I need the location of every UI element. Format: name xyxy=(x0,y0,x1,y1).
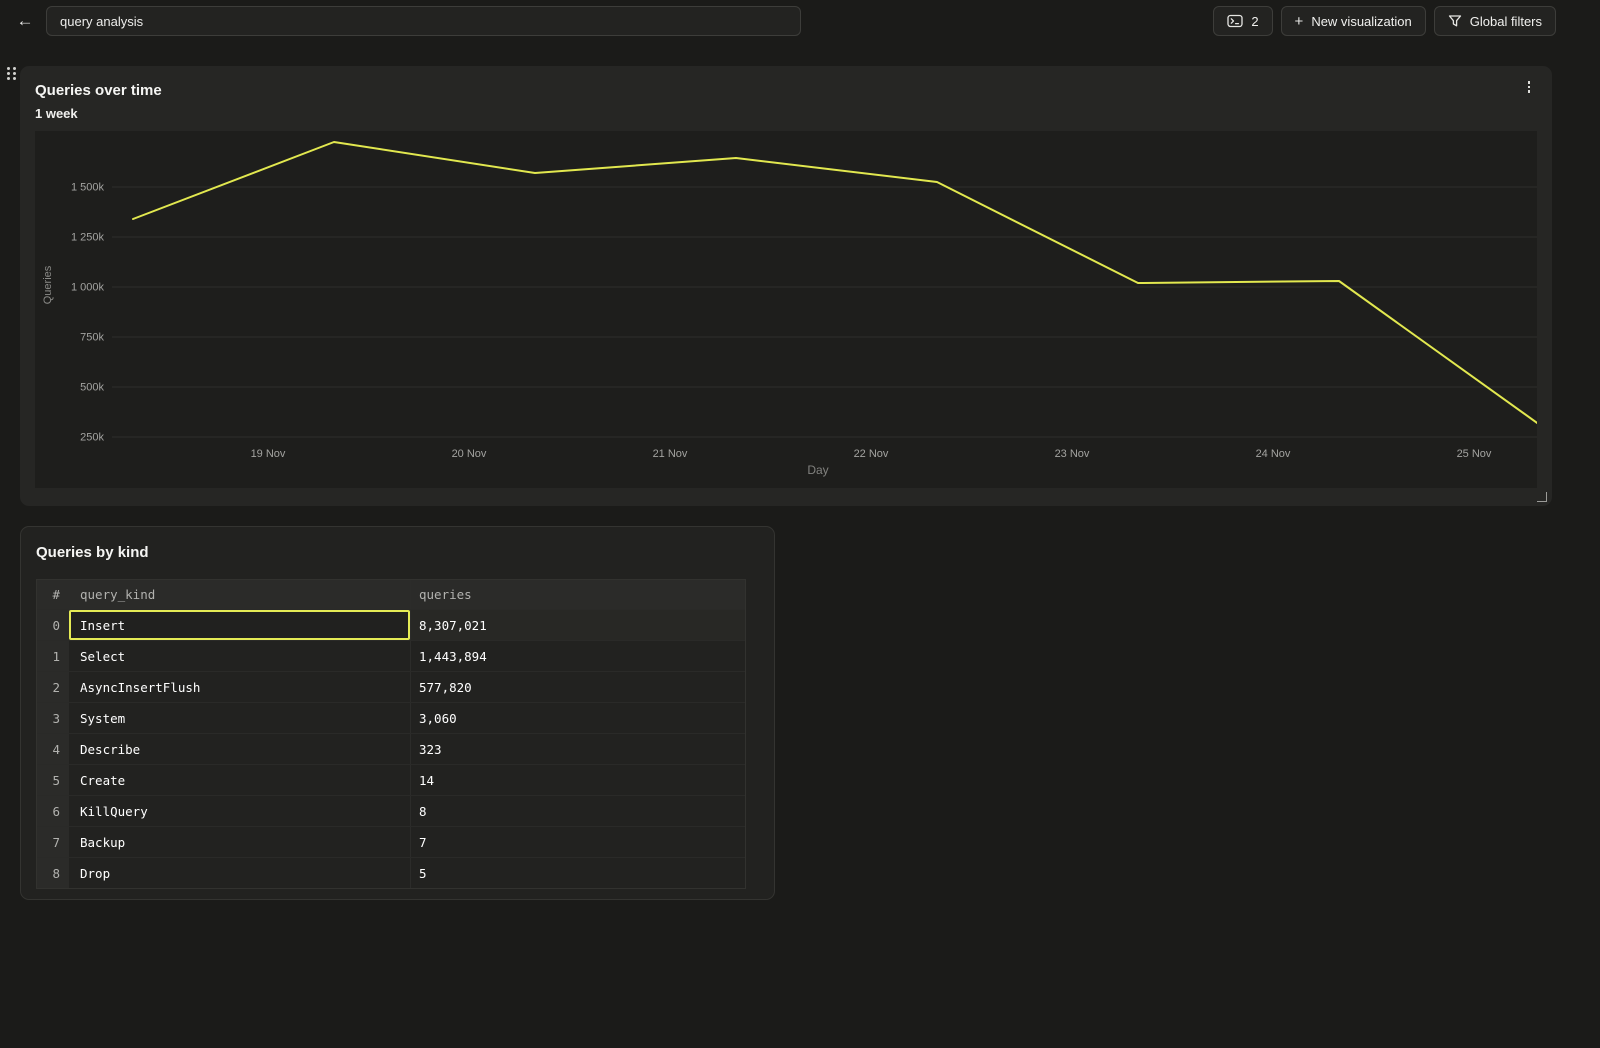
kebab-icon xyxy=(1527,81,1531,84)
new-visualization-button[interactable]: + New visualization xyxy=(1280,6,1426,36)
svg-text:Queries: Queries xyxy=(42,265,54,304)
svg-text:1 500k: 1 500k xyxy=(71,182,105,194)
topbar: ← 2 + New visualization Global filters xyxy=(0,0,1600,42)
table-row: 1 Select 1,443,894 xyxy=(37,640,745,671)
row-index-cell: 2 xyxy=(37,672,69,702)
svg-text:500k: 500k xyxy=(80,382,104,394)
svg-text:750k: 750k xyxy=(80,332,104,344)
table-row: 0 Insert 8,307,021 xyxy=(37,609,745,640)
row-index-cell: 1 xyxy=(37,641,69,671)
global-filters-label: Global filters xyxy=(1469,13,1542,29)
queries-cell[interactable]: 7 xyxy=(410,827,745,857)
drag-handle-icon[interactable] xyxy=(7,67,16,80)
visualizations-count-label: 2 xyxy=(1251,13,1259,29)
queries-cell[interactable]: 577,820 xyxy=(410,672,745,702)
svg-text:21 Nov: 21 Nov xyxy=(653,448,688,460)
svg-text:22 Nov: 22 Nov xyxy=(854,448,889,460)
query-kind-cell[interactable]: Backup xyxy=(80,834,126,850)
query-kind-cell[interactable]: Select xyxy=(80,648,126,664)
svg-text:23 Nov: 23 Nov xyxy=(1055,448,1090,460)
filter-funnel-icon xyxy=(1448,15,1461,27)
query-kind-cell[interactable]: Create xyxy=(80,772,126,788)
console-window-icon xyxy=(1227,14,1243,28)
table-panel-title: Queries by kind xyxy=(36,544,149,561)
table-row: 7 Backup 7 xyxy=(37,826,745,857)
table-header-row: # query_kind queries xyxy=(37,580,745,609)
visualizations-count-button[interactable]: 2 xyxy=(1213,6,1273,36)
row-index-cell: 6 xyxy=(37,796,69,826)
query-kind-cell[interactable]: Insert xyxy=(69,610,410,640)
row-index-cell: 8 xyxy=(37,858,69,888)
query-kind-cell[interactable]: Drop xyxy=(80,865,111,881)
queries-over-time-panel: Queries over time 1 week 1 500k 1 250k 1 0… xyxy=(20,66,1552,506)
svg-text:25 Nov: 25 Nov xyxy=(1457,448,1492,460)
query-kind-cell[interactable]: KillQuery xyxy=(80,803,148,819)
table-row: 3 System 3,060 xyxy=(37,702,745,733)
resize-handle[interactable] xyxy=(1537,492,1547,502)
svg-text:19 Nov: 19 Nov xyxy=(251,448,286,460)
svg-text:1 250k: 1 250k xyxy=(71,232,105,244)
table-body: 0 Insert 8,307,021 1 Select 1,443,894 2 AsyncIn… xyxy=(37,609,745,888)
chart-panel-subtitle: 1 week xyxy=(35,106,78,121)
back-arrow-icon: ← xyxy=(16,11,34,30)
svg-text:24 Nov: 24 Nov xyxy=(1256,448,1291,460)
chart-canvas[interactable]: 1 500k 1 250k 1 000k 750k 500k 250k Queries 19 … xyxy=(35,131,1537,488)
table-row: 4 Describe 323 xyxy=(37,733,745,764)
query-kind-cell[interactable]: AsyncInsertFlush xyxy=(80,679,201,695)
queries-cell[interactable]: 5 xyxy=(410,858,745,888)
table-row: 8 Drop 5 xyxy=(37,857,745,888)
row-index-cell: 3 xyxy=(37,703,69,733)
svg-text:1 000k: 1 000k xyxy=(71,282,105,294)
svg-text:20 Nov: 20 Nov xyxy=(452,448,487,460)
column-header-index[interactable]: # xyxy=(37,580,69,609)
panel-menu-button[interactable] xyxy=(1522,78,1536,96)
plus-icon: + xyxy=(1294,12,1304,30)
row-index-cell: 4 xyxy=(37,734,69,764)
svg-text:Day: Day xyxy=(807,463,828,477)
row-index-cell: 5 xyxy=(37,765,69,795)
queries-by-kind-table: # query_kind queries 0 Insert 8,307,021 1 Se… xyxy=(36,579,746,889)
new-visualization-label: New visualization xyxy=(1311,13,1412,29)
queries-by-kind-panel: Queries by kind # query_kind queries 0 In… xyxy=(20,526,775,900)
dashboard-title-input[interactable] xyxy=(46,6,801,36)
table-row: 5 Create 14 xyxy=(37,764,745,795)
queries-cell[interactable]: 14 xyxy=(410,765,745,795)
row-index-cell: 0 xyxy=(37,610,69,640)
queries-cell[interactable]: 1,443,894 xyxy=(410,641,745,671)
svg-text:250k: 250k xyxy=(80,432,104,444)
chart-plot-area: 1 500k 1 250k 1 000k 750k 500k 250k Queries 19 … xyxy=(35,131,1537,488)
query-kind-cell[interactable]: Describe xyxy=(80,741,141,757)
column-header-queries[interactable]: queries xyxy=(410,580,745,609)
global-filters-button[interactable]: Global filters xyxy=(1433,6,1556,36)
row-index-cell: 7 xyxy=(37,827,69,857)
queries-cell[interactable]: 8,307,021 xyxy=(410,610,745,640)
table-row: 2 AsyncInsertFlush 577,820 xyxy=(37,671,745,702)
table-row: 6 KillQuery 8 xyxy=(37,795,745,826)
queries-cell[interactable]: 323 xyxy=(410,734,745,764)
column-header-query-kind[interactable]: query_kind xyxy=(80,587,156,602)
back-button[interactable]: ← xyxy=(12,6,38,36)
queries-cell[interactable]: 8 xyxy=(410,796,745,826)
queries-cell[interactable]: 3,060 xyxy=(410,703,745,733)
query-kind-cell[interactable]: System xyxy=(80,710,126,726)
chart-panel-title: Queries over time xyxy=(35,82,162,99)
